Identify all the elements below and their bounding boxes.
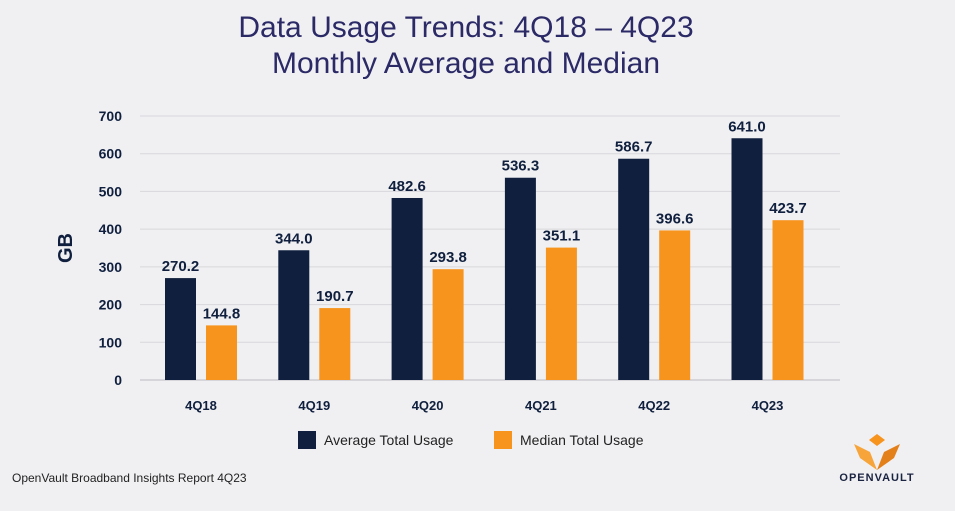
y-tick-label: 700 <box>99 108 123 124</box>
bar-median <box>772 220 804 380</box>
x-tick-label: 4Q21 <box>525 398 557 413</box>
bar-median <box>659 230 691 380</box>
openvault-logo: OPENVAULT <box>832 432 922 486</box>
data-label: 270.2 <box>162 258 200 275</box>
y-tick-label: 200 <box>99 297 123 313</box>
bar-median <box>206 325 237 380</box>
y-tick-label: 0 <box>114 372 122 388</box>
legend-swatch-average <box>298 431 316 449</box>
legend-item-median: Median Total Usage <box>494 431 643 449</box>
y-tick-label: 100 <box>99 334 123 350</box>
data-label: 586.7 <box>615 139 653 156</box>
data-label: 423.7 <box>769 200 807 217</box>
bar-average <box>391 197 423 380</box>
data-label: 536.3 <box>502 158 540 175</box>
source-footer: OpenVault Broadband Insights Report 4Q23 <box>12 471 247 485</box>
data-label: 190.7 <box>316 288 354 305</box>
x-tick-label: 4Q22 <box>638 398 670 413</box>
vault-logo-icon <box>854 434 900 470</box>
bar-median <box>319 308 351 380</box>
data-label: 396.6 <box>656 210 694 227</box>
legend-item-average: Average Total Usage <box>298 431 453 449</box>
chart-subtitle: Monthly Average and Median <box>271 47 661 80</box>
bar-median <box>432 269 464 380</box>
bar-average <box>504 177 536 380</box>
y-tick-label: 500 <box>99 183 123 199</box>
chart-title: Data Usage Trends: 4Q18 – 4Q23 <box>238 11 694 44</box>
data-label: 344.0 <box>275 230 313 247</box>
legend-swatch-median <box>494 431 512 449</box>
legend-label: Median Total Usage <box>520 432 644 448</box>
x-tick-label: 4Q18 <box>185 398 217 413</box>
x-tick-label: 4Q23 <box>752 398 784 413</box>
bar-average <box>278 250 310 380</box>
x-tick-label: 4Q19 <box>298 398 330 413</box>
y-axis-label: GB <box>55 233 77 263</box>
bar-average <box>165 278 196 380</box>
data-label: 293.8 <box>429 249 467 266</box>
x-tick-label: 4Q20 <box>412 398 444 413</box>
data-label: 482.6 <box>388 178 426 195</box>
data-label: 144.8 <box>203 305 241 322</box>
y-tick-label: 400 <box>99 221 123 237</box>
bar-average <box>618 158 650 380</box>
y-tick-label: 300 <box>99 259 123 275</box>
data-label: 641.0 <box>728 118 766 135</box>
data-label: 351.1 <box>543 228 581 245</box>
bar-median <box>545 247 577 380</box>
bar-average <box>731 138 763 380</box>
legend-label: Average Total Usage <box>324 432 454 448</box>
y-tick-label: 600 <box>99 146 123 162</box>
